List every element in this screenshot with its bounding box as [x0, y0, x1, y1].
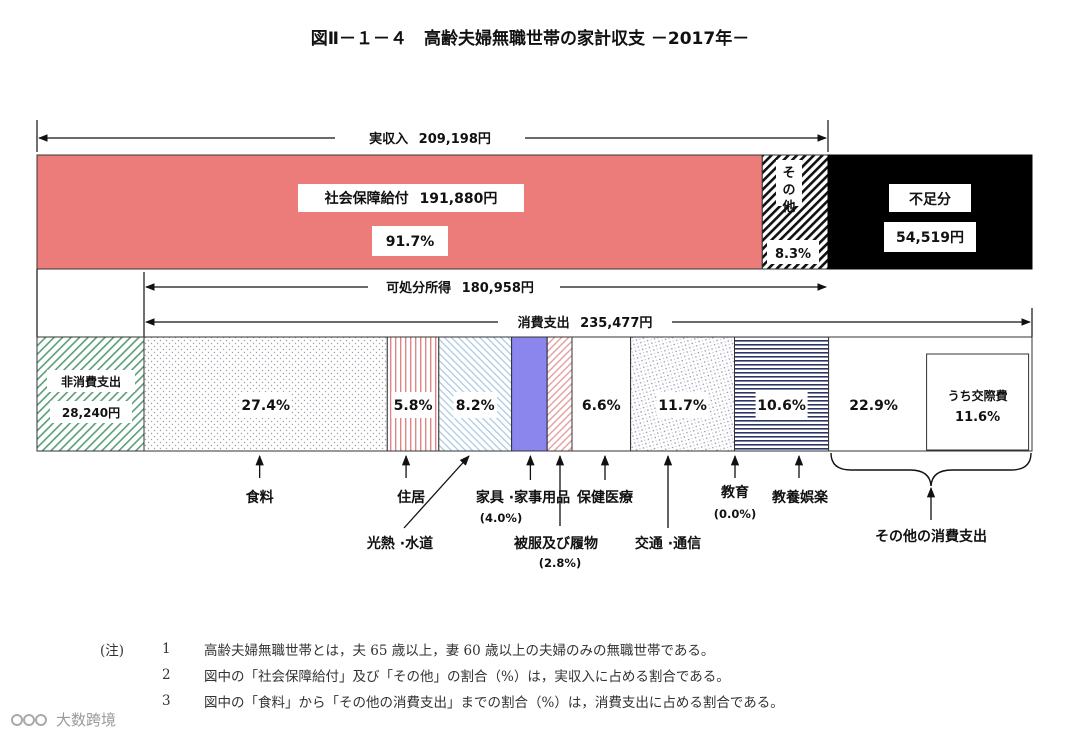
- note-row-3: 3 図中の「食料」から「その他の消費支出」までの割合（%）は，消費支出に占める割…: [100, 688, 784, 714]
- watermark: 大数跨境: [10, 708, 116, 730]
- category-label: その他の消費支出: [875, 528, 987, 545]
- other-income-label: その他: [781, 166, 795, 215]
- segment-percent-label: 10.6%: [757, 398, 806, 414]
- note-number: 3: [162, 693, 171, 709]
- consumption-label-amount: 235,477円: [580, 316, 652, 331]
- watermark-text: 大数跨境: [56, 710, 117, 729]
- segment-percent-box: [755, 392, 808, 418]
- other-income-percent: 8.3%: [775, 247, 811, 262]
- entertainment-sub-percent: 11.6%: [955, 410, 1000, 425]
- social-security-percent-box: [372, 226, 448, 256]
- consumption-label: 消費支出 235,477円: [518, 315, 653, 331]
- segment-percent-box: [239, 392, 292, 418]
- disposable-label: 可処分所得 180,958円: [386, 280, 534, 296]
- category-label: 交通 ·通信: [635, 535, 701, 552]
- entertainment-sub-box: [926, 353, 1030, 451]
- note-text: 図中の「社会保障給付」及び「その他」の割合（%）は，実収入に占める割合である。: [204, 669, 730, 685]
- social-security-name: 社会保障給付: [324, 190, 409, 207]
- non-consumption-bar: [36, 336, 145, 452]
- category-label: 食料: [246, 489, 274, 506]
- notes: (注) 1 高齢夫婦無職世帯とは，夫 65 歳以上，妻 60 歳以上の夫婦のみの…: [100, 636, 784, 714]
- segment-percent-box: [847, 392, 900, 418]
- category-label: 住居: [397, 489, 425, 506]
- note-number: 2: [162, 667, 171, 683]
- entertainment-sub-label: うち交際費: [948, 388, 1008, 403]
- non-consumption-amount: 28,240円: [62, 406, 120, 420]
- income-label-amount: 209,198円: [419, 132, 491, 147]
- segment-percent-box: [453, 392, 497, 418]
- chart-title: 図Ⅱ－１－４ 高齢夫婦無職世帯の家計収支 －2017年－: [311, 28, 749, 49]
- segment-percent-label: 8.2%: [456, 398, 495, 414]
- consumption-segments: 27.4% 5.8% 8.2% 6.6% 11.7% 10.6% 22.9% うち交際費 11.…: [143, 336, 1033, 570]
- category-label: 教育: [721, 484, 749, 501]
- disposable-label-name: 可処分所得: [386, 280, 451, 296]
- watermark-logo-icon: [11, 714, 47, 726]
- segment-percent-label: 11.7%: [658, 398, 707, 414]
- deficit-amount: 54,519円: [896, 230, 964, 246]
- segment-percent-box: [656, 392, 709, 418]
- income-label-name: 実収入: [369, 131, 408, 147]
- note-row-2: 2 図中の「社会保障給付」及び「その他」の割合（%）は，実収入に占める割合である…: [100, 662, 784, 688]
- deficit-amount-box: [884, 222, 976, 252]
- non-consumption-label-box: [47, 370, 135, 392]
- category-percent-label: (4.0%): [480, 511, 522, 525]
- segment-percent-box: [391, 392, 435, 418]
- social-security-label-box: [298, 184, 524, 212]
- income-label: 実収入 209,198円: [369, 131, 491, 147]
- note-row-1: (注) 1 高齢夫婦無職世帯とは，夫 65 歳以上，妻 60 歳以上の夫婦のみの…: [100, 636, 784, 662]
- note-text: 高齢夫婦無職世帯とは，夫 65 歳以上，妻 60 歳以上の夫婦のみの無職世帯であ…: [204, 643, 715, 659]
- other-income-label-box: [776, 160, 802, 206]
- non-consumption-label: 非消費支出: [61, 374, 121, 389]
- segment-percent-box: [579, 392, 624, 418]
- note-text: 図中の「食料」から「その他の消費支出」までの割合（%）は，消費支出に占める割合で…: [204, 695, 784, 711]
- segment-percent-label: 6.6%: [582, 398, 621, 414]
- category-label: 被服及び履物: [514, 535, 598, 552]
- other-income-percent-box: [767, 240, 819, 264]
- social-security-label: 社会保障給付 191,880円: [324, 190, 498, 207]
- category-label: 保健医療: [576, 489, 634, 506]
- category-label: 教養娯楽: [772, 489, 829, 506]
- consumption-bar-segment: [546, 336, 573, 452]
- segment-percent-label: 27.4%: [241, 398, 290, 414]
- category-pointer-arrow: [403, 455, 470, 529]
- household-budget-chart: 図Ⅱ－１－４ 高齢夫婦無職世帯の家計収支 －2017年－ 実収入 209,198…: [36, 28, 1033, 570]
- social-security-amount: 191,880円: [420, 191, 498, 207]
- deficit-label-box: [889, 184, 971, 212]
- disposable-label-amount: 180,958円: [462, 281, 534, 296]
- deficit-label: 不足分: [909, 192, 951, 208]
- notes-tag: (注): [100, 643, 125, 659]
- non-consumption-amount-box: [50, 401, 132, 423]
- consumption-bar-segment: [511, 336, 548, 452]
- note-number: 1: [162, 641, 171, 657]
- category-label: 家具 ·家事用品: [476, 489, 570, 506]
- category-percent-label: (2.8%): [539, 556, 581, 570]
- category-label: 光熱 ·水道: [366, 535, 433, 552]
- social-security-percent: 91.7%: [386, 234, 435, 250]
- category-percent-label: (0.0%): [714, 507, 756, 521]
- other-consumption-brace: [830, 452, 1032, 487]
- consumption-label-name: 消費支出: [518, 315, 570, 331]
- segment-percent-label: 22.9%: [849, 398, 898, 414]
- segment-percent-label: 5.8%: [394, 398, 433, 414]
